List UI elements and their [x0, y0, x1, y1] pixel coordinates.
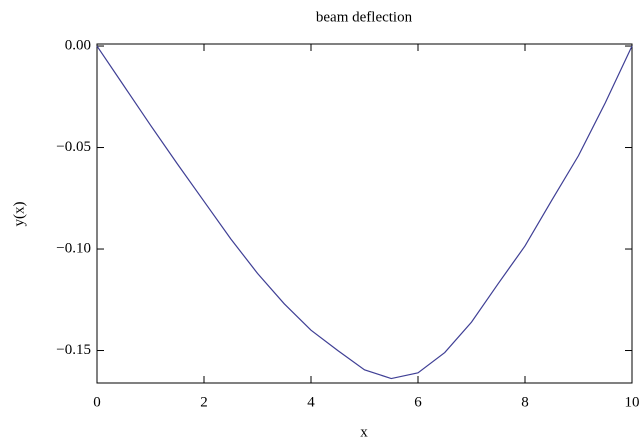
chart-title: beam deflection [316, 9, 413, 25]
y-tick-label: −0.05 [56, 139, 91, 155]
x-tick-label: 0 [93, 394, 101, 410]
x-axis-label: x [360, 424, 368, 440]
line [96, 45, 633, 380]
x-tick-label: 6 [414, 394, 422, 410]
y-tick-label: −0.10 [56, 240, 91, 256]
y-tick-label: 0.00 [65, 37, 91, 53]
x-tick-label: 8 [521, 394, 529, 410]
plot-frame [96, 43, 633, 384]
y-tick-label: −0.15 [56, 342, 91, 358]
x-tick-label: 2 [200, 394, 208, 410]
x-tick-label: 4 [307, 394, 315, 410]
y-axis-label: y(x) [11, 202, 27, 227]
x-tick-label: 10 [625, 394, 640, 410]
